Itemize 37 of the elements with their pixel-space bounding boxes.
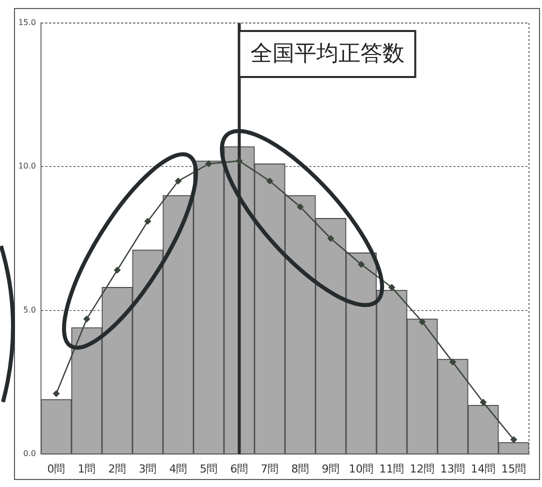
x-tick-label: 12問 bbox=[410, 462, 435, 476]
point bbox=[510, 436, 518, 444]
y-tick-label: 5.0 bbox=[23, 305, 36, 314]
x-tick-label: 0問 bbox=[47, 462, 66, 476]
x-tick-label: 3問 bbox=[138, 462, 157, 476]
y-tick-label: 15.0 bbox=[18, 18, 36, 28]
x-tick-label: 6問 bbox=[230, 462, 248, 476]
x-tick-label: 4問 bbox=[169, 462, 188, 476]
point bbox=[327, 235, 334, 242]
x-tick-label: 2問 bbox=[108, 462, 126, 476]
point bbox=[388, 284, 396, 291]
x-tick-label: 13問 bbox=[440, 462, 466, 476]
point bbox=[52, 390, 60, 398]
x-tick-label: 9問 bbox=[322, 462, 340, 476]
point bbox=[266, 178, 274, 185]
x-tick-label: 15問 bbox=[501, 462, 526, 476]
point bbox=[144, 218, 152, 225]
point bbox=[174, 178, 182, 185]
y-tick-label: 0.0 bbox=[23, 449, 36, 458]
x-tick-label: 10問 bbox=[348, 462, 374, 476]
point bbox=[480, 398, 487, 406]
point bbox=[83, 315, 90, 322]
point bbox=[236, 157, 243, 164]
point bbox=[114, 266, 121, 274]
x-tick-label: 11問 bbox=[379, 462, 404, 476]
x-tick-label: 1問 bbox=[78, 462, 96, 476]
y-tick-label: 10.0 bbox=[18, 162, 36, 171]
point bbox=[296, 203, 304, 210]
x-tick-label: 14問 bbox=[470, 462, 496, 476]
point bbox=[205, 160, 212, 168]
point bbox=[418, 318, 426, 326]
x-tick-label: 7問 bbox=[260, 462, 279, 476]
ref-line-label: 全国平均正答数 bbox=[250, 42, 404, 67]
point bbox=[449, 358, 456, 366]
point bbox=[358, 260, 365, 268]
x-tick-label: 5問 bbox=[200, 462, 218, 476]
x-tick-label: 8問 bbox=[291, 462, 310, 476]
